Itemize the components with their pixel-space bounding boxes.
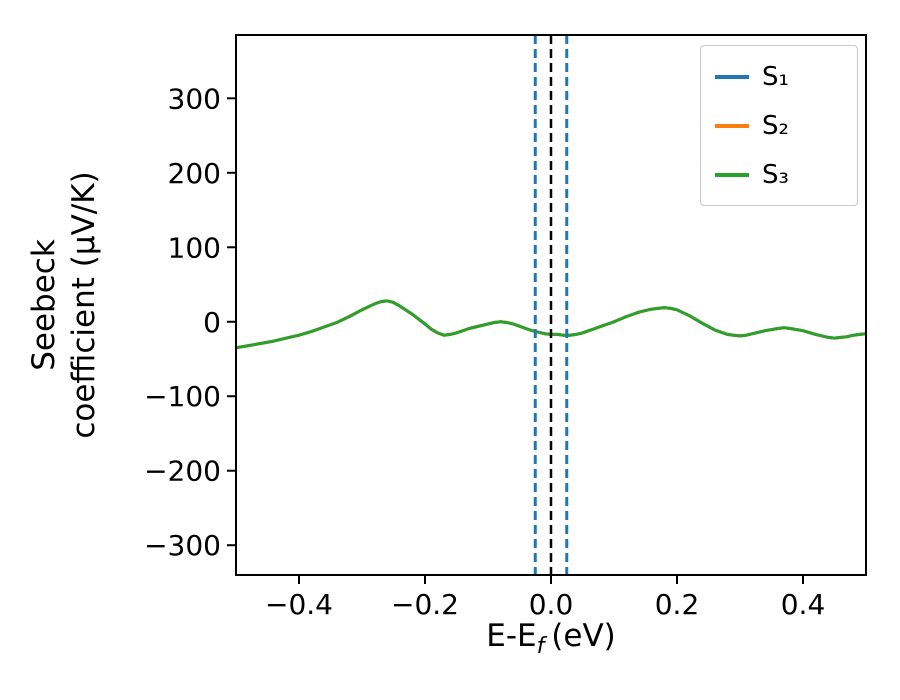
x-axis-label-subscript: f	[536, 633, 545, 660]
y-tick-label: 100	[168, 231, 221, 264]
legend: S₁ S₂ S₃	[700, 45, 858, 206]
x-axis-label-pre: E-E	[486, 618, 537, 654]
y-tick-label: −200	[144, 455, 221, 488]
y-tick-label: 200	[168, 157, 221, 190]
y-tick-label: 300	[168, 82, 221, 115]
legend-label-s2: S₂	[762, 110, 789, 141]
legend-entry-s1: S₁	[715, 52, 843, 101]
y-axis-label-line2: coefficient (μV/K)	[66, 171, 102, 439]
y-axis-label-line1: Seebeck	[26, 239, 62, 371]
legend-line-s3-icon	[715, 172, 749, 177]
x-tick-label: −0.4	[265, 588, 333, 621]
legend-line-s1-icon	[715, 74, 749, 79]
plot-area	[236, 35, 866, 575]
x-axis-label-units: (eV)	[551, 618, 616, 654]
legend-entry-s2: S₂	[715, 101, 843, 150]
x-tick-label: −0.2	[391, 588, 459, 621]
x-tick-label: 0.4	[781, 588, 826, 621]
x-tick-label: 0.2	[655, 588, 700, 621]
x-axis-label: E-Ef (eV)	[236, 618, 866, 659]
legend-entry-s3: S₃	[715, 150, 843, 199]
legend-label-s3: S₃	[762, 159, 789, 190]
legend-label-s1: S₁	[762, 61, 789, 92]
y-tick-label: −100	[144, 380, 221, 413]
legend-line-s2-icon	[715, 123, 749, 128]
y-axis-label: Seebeck coefficient (μV/K)	[24, 171, 104, 438]
x-tick-label: 0.0	[529, 588, 574, 621]
y-tick-label: −300	[144, 529, 221, 562]
y-tick-label: 0	[203, 306, 221, 339]
